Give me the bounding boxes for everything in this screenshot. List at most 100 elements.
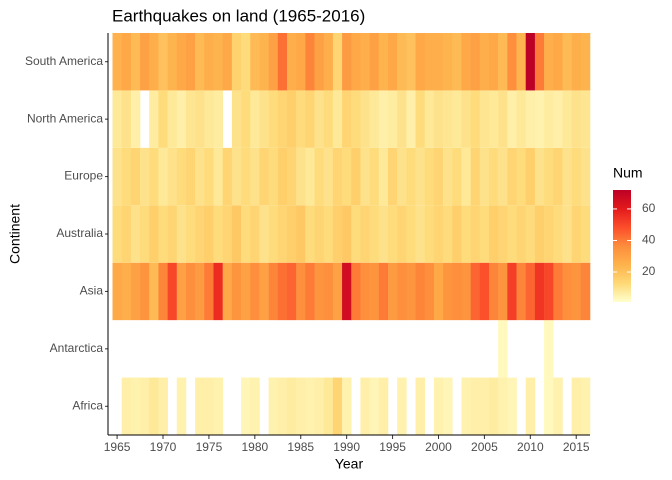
heat-cell <box>176 33 187 91</box>
heat-cell <box>525 262 536 321</box>
heat-cell <box>250 90 260 148</box>
heat-cell <box>397 90 407 148</box>
heat-cell <box>488 262 499 321</box>
heat-cell <box>424 262 435 321</box>
heat-cell <box>323 147 334 206</box>
legend-tick-label: 20 <box>642 264 656 278</box>
heat-cell <box>185 147 196 206</box>
heat-cell <box>130 90 141 148</box>
heat-cell <box>443 262 453 321</box>
heat-cell <box>378 33 389 91</box>
heat-cell <box>488 33 499 91</box>
heat-cell <box>140 33 150 91</box>
heat-cell <box>222 262 233 321</box>
heat-cell <box>351 262 361 321</box>
heat-cell <box>231 90 242 148</box>
heat-cell <box>185 33 196 91</box>
heat-cell <box>387 262 398 321</box>
heat-cell <box>360 90 370 148</box>
heat-cell <box>121 377 132 435</box>
heat-cell <box>140 205 150 263</box>
heat-cell <box>507 262 517 321</box>
heat-cell <box>544 262 554 321</box>
y-tick-label: South America <box>25 54 103 68</box>
x-tick-label: 1990 <box>333 440 360 454</box>
heat-cell <box>461 147 471 206</box>
heat-cell <box>479 90 490 148</box>
heat-cell <box>268 205 279 263</box>
heat-cell <box>121 90 132 148</box>
heat-cell <box>167 205 178 263</box>
heat-cell <box>204 147 214 206</box>
heat-cell <box>140 262 150 321</box>
heat-cell <box>498 33 508 91</box>
heat-cell <box>387 205 398 263</box>
heat-cell <box>415 147 426 206</box>
heat-cell <box>277 90 288 148</box>
heat-cell <box>498 377 508 435</box>
heat-cell <box>516 147 527 206</box>
heat-cell <box>121 262 132 321</box>
heat-cell <box>378 377 389 435</box>
heat-cell <box>351 90 361 148</box>
heat-cell <box>406 147 416 206</box>
heat-cell <box>213 205 223 263</box>
heat-cell <box>378 262 389 321</box>
heat-cell <box>250 262 260 321</box>
heat-cell <box>525 90 536 148</box>
heat-cell <box>231 205 242 263</box>
heat-cell <box>351 205 361 263</box>
y-tick-label: Africa <box>72 398 103 412</box>
heat-cell <box>213 90 223 148</box>
heat-cell <box>571 90 582 148</box>
heat-cell <box>185 90 196 148</box>
heat-cell <box>360 377 370 435</box>
heat-cell <box>443 147 453 206</box>
heat-cell <box>498 320 508 378</box>
heat-cell <box>195 205 205 263</box>
heat-cell <box>332 147 343 206</box>
heat-cell <box>305 90 315 148</box>
heat-cell <box>323 205 334 263</box>
heat-cell <box>452 262 462 321</box>
heat-cell <box>121 33 132 91</box>
heat-cell <box>204 377 214 435</box>
heat-cell <box>121 147 132 206</box>
heat-cell <box>397 147 407 206</box>
heat-cell <box>461 377 471 435</box>
heat-cell <box>250 33 260 91</box>
heat-cell <box>397 205 407 263</box>
x-tick-label: 1970 <box>150 440 177 454</box>
heat-cell <box>130 377 141 435</box>
heat-cell <box>461 33 471 91</box>
heat-cell <box>470 262 481 321</box>
heat-cell <box>433 33 444 91</box>
heat-cell <box>443 33 453 91</box>
heat-cell <box>360 262 370 321</box>
heat-cell <box>305 377 315 435</box>
heat-cell <box>406 33 416 91</box>
heat-cell <box>488 90 499 148</box>
heat-cell <box>149 262 159 321</box>
heat-cell <box>259 205 269 263</box>
heat-cell <box>259 33 269 91</box>
heat-cell <box>424 90 435 148</box>
heat-cell <box>241 377 251 435</box>
heat-cell <box>342 90 352 148</box>
heat-cell <box>507 90 517 148</box>
heat-cell <box>121 205 132 263</box>
heat-cell <box>305 147 315 206</box>
heat-cell <box>580 262 591 321</box>
heat-cell <box>323 262 334 321</box>
heat-cell <box>406 90 416 148</box>
heat-cell <box>507 377 517 435</box>
heat-cell <box>525 377 536 435</box>
heat-cell <box>149 377 159 435</box>
heat-cell <box>479 377 490 435</box>
heat-cell <box>140 147 150 206</box>
heat-cell <box>204 205 214 263</box>
heat-cell <box>452 90 462 148</box>
heat-cell <box>470 205 481 263</box>
heat-cell <box>158 262 168 321</box>
